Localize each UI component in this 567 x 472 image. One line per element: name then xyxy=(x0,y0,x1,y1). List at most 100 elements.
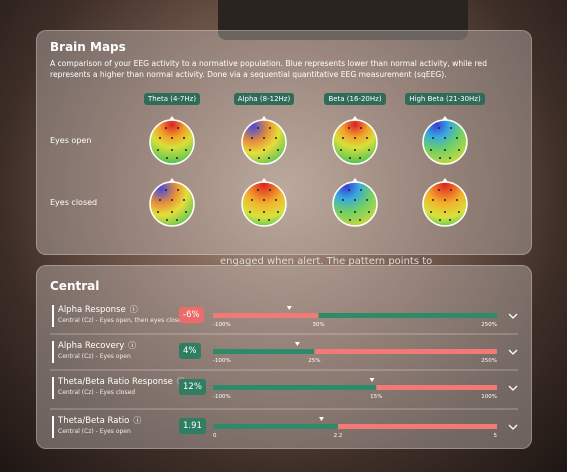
accent-bar xyxy=(52,377,54,399)
tick-label: 250% xyxy=(481,358,497,364)
range-segment xyxy=(213,349,315,354)
expand-chevron[interactable] xyxy=(508,424,518,430)
value-marker xyxy=(286,306,292,310)
electrode xyxy=(432,199,434,201)
tick-label: 15% xyxy=(370,394,382,400)
electrode xyxy=(449,219,451,221)
electrode xyxy=(166,157,168,159)
value-badge: 4% xyxy=(179,343,201,359)
head-map xyxy=(149,181,195,227)
tick-label: 250% xyxy=(481,322,497,328)
tick-label: 25% xyxy=(308,358,320,364)
range-segment xyxy=(337,424,497,429)
head-nose xyxy=(352,116,358,120)
electrode xyxy=(450,127,452,129)
electrode xyxy=(251,137,253,139)
metric-condition: Central (Cz) - Eyes open xyxy=(58,428,131,435)
tick-label: -100% xyxy=(213,322,231,328)
electrode xyxy=(354,149,356,151)
info-icon[interactable]: ⓘ xyxy=(129,305,138,314)
info-icon[interactable]: ⓘ xyxy=(128,341,137,350)
tick-label: 5 xyxy=(494,433,498,439)
pill: High Beta (21-30Hz) xyxy=(405,93,485,105)
electrode xyxy=(438,127,440,129)
electrode xyxy=(354,211,356,213)
electrode xyxy=(444,149,446,151)
background-phone xyxy=(218,0,468,40)
electrode xyxy=(171,149,173,151)
electrode xyxy=(430,211,432,213)
column-header: Theta (4-7Hz) xyxy=(132,93,212,105)
tick-label: 2.2 xyxy=(334,433,343,439)
tick-label: 0 xyxy=(213,433,217,439)
expand-chevron[interactable] xyxy=(508,349,518,355)
accent-bar xyxy=(52,341,54,363)
expand-chevron[interactable] xyxy=(508,313,518,319)
electrode xyxy=(157,211,159,213)
metric-name: Theta/Beta Ratio ⓘ xyxy=(58,416,142,426)
column-header: Beta (16-20Hz) xyxy=(315,93,395,105)
electrode xyxy=(439,157,441,159)
electrode xyxy=(268,219,270,221)
electrode xyxy=(430,149,432,151)
electrode xyxy=(348,189,350,191)
electrode xyxy=(185,211,187,213)
electrode xyxy=(349,157,351,159)
electrode xyxy=(251,199,253,201)
electrode xyxy=(277,211,279,213)
electrode xyxy=(263,199,265,201)
accent-bar xyxy=(52,305,54,327)
tick-label: -100% xyxy=(213,394,231,400)
range-segment xyxy=(376,385,497,390)
electrode xyxy=(354,137,356,139)
electrode xyxy=(176,219,178,221)
metric-condition: Central (Cz) - Eyes open, then eyes clos… xyxy=(58,317,186,324)
electrode xyxy=(177,189,179,191)
range-segment xyxy=(213,424,338,429)
electrode xyxy=(263,137,265,139)
section-title: Brain Maps xyxy=(50,40,126,54)
electrode xyxy=(354,199,356,201)
electrode xyxy=(171,211,173,213)
electrode xyxy=(268,157,270,159)
range-segment xyxy=(213,313,319,318)
value-badge: -6% xyxy=(179,307,204,323)
value-marker xyxy=(369,378,375,382)
electrode xyxy=(439,219,441,221)
electrode xyxy=(449,157,451,159)
electrode xyxy=(263,211,265,213)
electrode xyxy=(366,137,368,139)
electrode xyxy=(263,149,265,151)
central-panel xyxy=(36,265,532,449)
electrode xyxy=(269,189,271,191)
value-badge: 12% xyxy=(179,379,206,395)
electrode xyxy=(171,137,173,139)
head-nose xyxy=(352,178,358,182)
head-map xyxy=(241,119,287,165)
value-marker xyxy=(294,342,300,346)
info-icon[interactable]: ⓘ xyxy=(133,416,142,425)
electrode xyxy=(257,189,259,191)
tick-label: 100% xyxy=(481,394,497,400)
electrode xyxy=(450,189,452,191)
electrode xyxy=(348,127,350,129)
section-title: Central xyxy=(50,279,100,293)
electrode xyxy=(159,199,161,201)
electrode xyxy=(360,127,362,129)
range-segment xyxy=(314,349,497,354)
head-nose xyxy=(169,178,175,182)
electrode xyxy=(177,127,179,129)
electrode xyxy=(171,199,173,201)
value-badge: 1.91 xyxy=(179,418,206,434)
head-nose xyxy=(261,116,267,120)
head-nose xyxy=(442,116,448,120)
electrode xyxy=(249,149,251,151)
electrode xyxy=(368,211,370,213)
pill: Beta (16-20Hz) xyxy=(324,93,386,105)
background-text: engaged when alert. The pattern points t… xyxy=(220,256,433,267)
row-label: Eyes closed xyxy=(50,198,98,207)
expand-chevron[interactable] xyxy=(508,385,518,391)
